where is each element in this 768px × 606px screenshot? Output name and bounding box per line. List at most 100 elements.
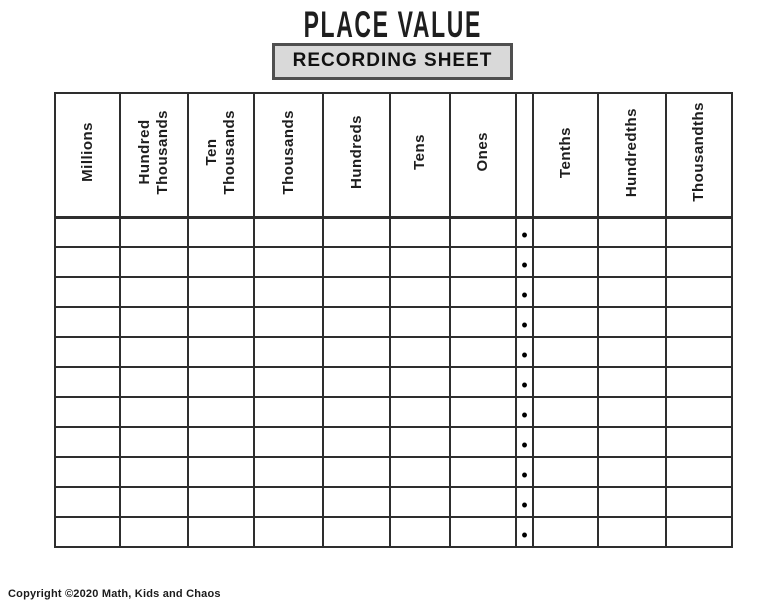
cell-hundred-thousands — [119, 246, 189, 278]
cell-millions — [54, 366, 121, 398]
cell-hundredths — [597, 516, 667, 548]
cell-tenths — [532, 426, 599, 458]
cell-tenths — [532, 246, 599, 278]
cell-hundred-thousands — [119, 426, 189, 458]
cell-tens — [389, 216, 451, 248]
decimal-point-dot: • — [521, 375, 528, 395]
cell-hundred-thousands — [119, 306, 189, 338]
cell-tens — [389, 306, 451, 338]
table-row: • — [54, 456, 733, 488]
cell-decimal-point: • — [515, 366, 534, 398]
column-header-decimal-point — [515, 92, 534, 219]
cell-hundredths — [597, 246, 667, 278]
cell-hundred-thousands — [119, 396, 189, 428]
cell-ten-thousands — [187, 396, 255, 428]
cell-thousands — [253, 486, 324, 518]
cell-decimal-point: • — [515, 306, 534, 338]
cell-hundred-thousands — [119, 486, 189, 518]
page-title: PLACE VALUE — [303, 4, 482, 45]
cell-hundreds — [322, 276, 391, 308]
place-value-table: Millions Hundred Thousands Ten Thousands Th… — [54, 92, 733, 548]
cell-decimal-point: • — [515, 336, 534, 368]
cell-thousandths — [665, 486, 733, 518]
cell-ten-thousands — [187, 456, 255, 488]
cell-hundreds — [322, 246, 391, 278]
heading-block: PLACE VALUE RECORDING SHEET — [54, 0, 731, 80]
cell-thousands — [253, 336, 324, 368]
cell-tens — [389, 396, 451, 428]
table-row: • — [54, 216, 733, 248]
cell-ones — [449, 396, 517, 428]
cell-thousands — [253, 276, 324, 308]
table-row: • — [54, 276, 733, 308]
cell-hundreds — [322, 486, 391, 518]
column-header-tenths: Tenths — [532, 92, 599, 219]
table-row: • — [54, 486, 733, 518]
cell-hundred-thousands — [119, 216, 189, 248]
cell-hundreds — [322, 336, 391, 368]
cell-ones — [449, 246, 517, 278]
cell-tenths — [532, 486, 599, 518]
cell-millions — [54, 516, 121, 548]
cell-hundredths — [597, 486, 667, 518]
cell-ten-thousands — [187, 426, 255, 458]
cell-millions — [54, 486, 121, 518]
column-header-label: Hundredths — [623, 107, 640, 197]
column-header-label: Thousandths — [690, 102, 707, 203]
cell-thousands — [253, 306, 324, 338]
cell-millions — [54, 246, 121, 278]
cell-decimal-point: • — [515, 246, 534, 278]
column-header-hundred-thousands: Hundred Thousands — [119, 92, 189, 219]
cell-hundreds — [322, 366, 391, 398]
cell-hundredths — [597, 456, 667, 488]
cell-hundreds — [322, 216, 391, 248]
column-header-tens: Tens — [389, 92, 451, 219]
cell-hundreds — [322, 456, 391, 488]
cell-thousandths — [665, 456, 733, 488]
table-row: • — [54, 366, 733, 398]
cell-millions — [54, 456, 121, 488]
decimal-point-dot: • — [521, 465, 528, 485]
decimal-point-dot: • — [521, 255, 528, 275]
cell-thousandths — [665, 396, 733, 428]
cell-thousandths — [665, 336, 733, 368]
column-header-hundredths: Hundredths — [597, 92, 667, 219]
subtitle-label: RECORDING SHEET — [292, 50, 493, 71]
cell-tenths — [532, 306, 599, 338]
cell-thousands — [253, 396, 324, 428]
decimal-point-dot: • — [521, 225, 528, 245]
cell-thousands — [253, 456, 324, 488]
table-row: • — [54, 516, 733, 548]
cell-tenths — [532, 276, 599, 308]
decimal-point-dot: • — [521, 405, 528, 425]
cell-decimal-point: • — [515, 456, 534, 488]
cell-ten-thousands — [187, 276, 255, 308]
cell-tens — [389, 276, 451, 308]
cell-millions — [54, 396, 121, 428]
column-header-label: Ten Thousands — [203, 109, 238, 195]
cell-ones — [449, 366, 517, 398]
cell-tenths — [532, 366, 599, 398]
cell-thousandths — [665, 366, 733, 398]
cell-tenths — [532, 336, 599, 368]
cell-tens — [389, 246, 451, 278]
cell-hundredths — [597, 396, 667, 428]
cell-millions — [54, 306, 121, 338]
cell-decimal-point: • — [515, 516, 534, 548]
cell-hundred-thousands — [119, 336, 189, 368]
decimal-point-dot: • — [521, 525, 528, 545]
cell-hundreds — [322, 396, 391, 428]
header-row: Millions Hundred Thousands Ten Thousands Th… — [54, 92, 733, 219]
cell-ten-thousands — [187, 306, 255, 338]
cell-ten-thousands — [187, 486, 255, 518]
cell-tens — [389, 486, 451, 518]
column-header-label: Hundred Thousands — [136, 109, 171, 195]
cell-thousands — [253, 246, 324, 278]
cell-ten-thousands — [187, 366, 255, 398]
column-header-ones: Ones — [449, 92, 517, 219]
cell-ones — [449, 306, 517, 338]
cell-hundred-thousands — [119, 366, 189, 398]
cell-millions — [54, 336, 121, 368]
cell-thousands — [253, 516, 324, 548]
